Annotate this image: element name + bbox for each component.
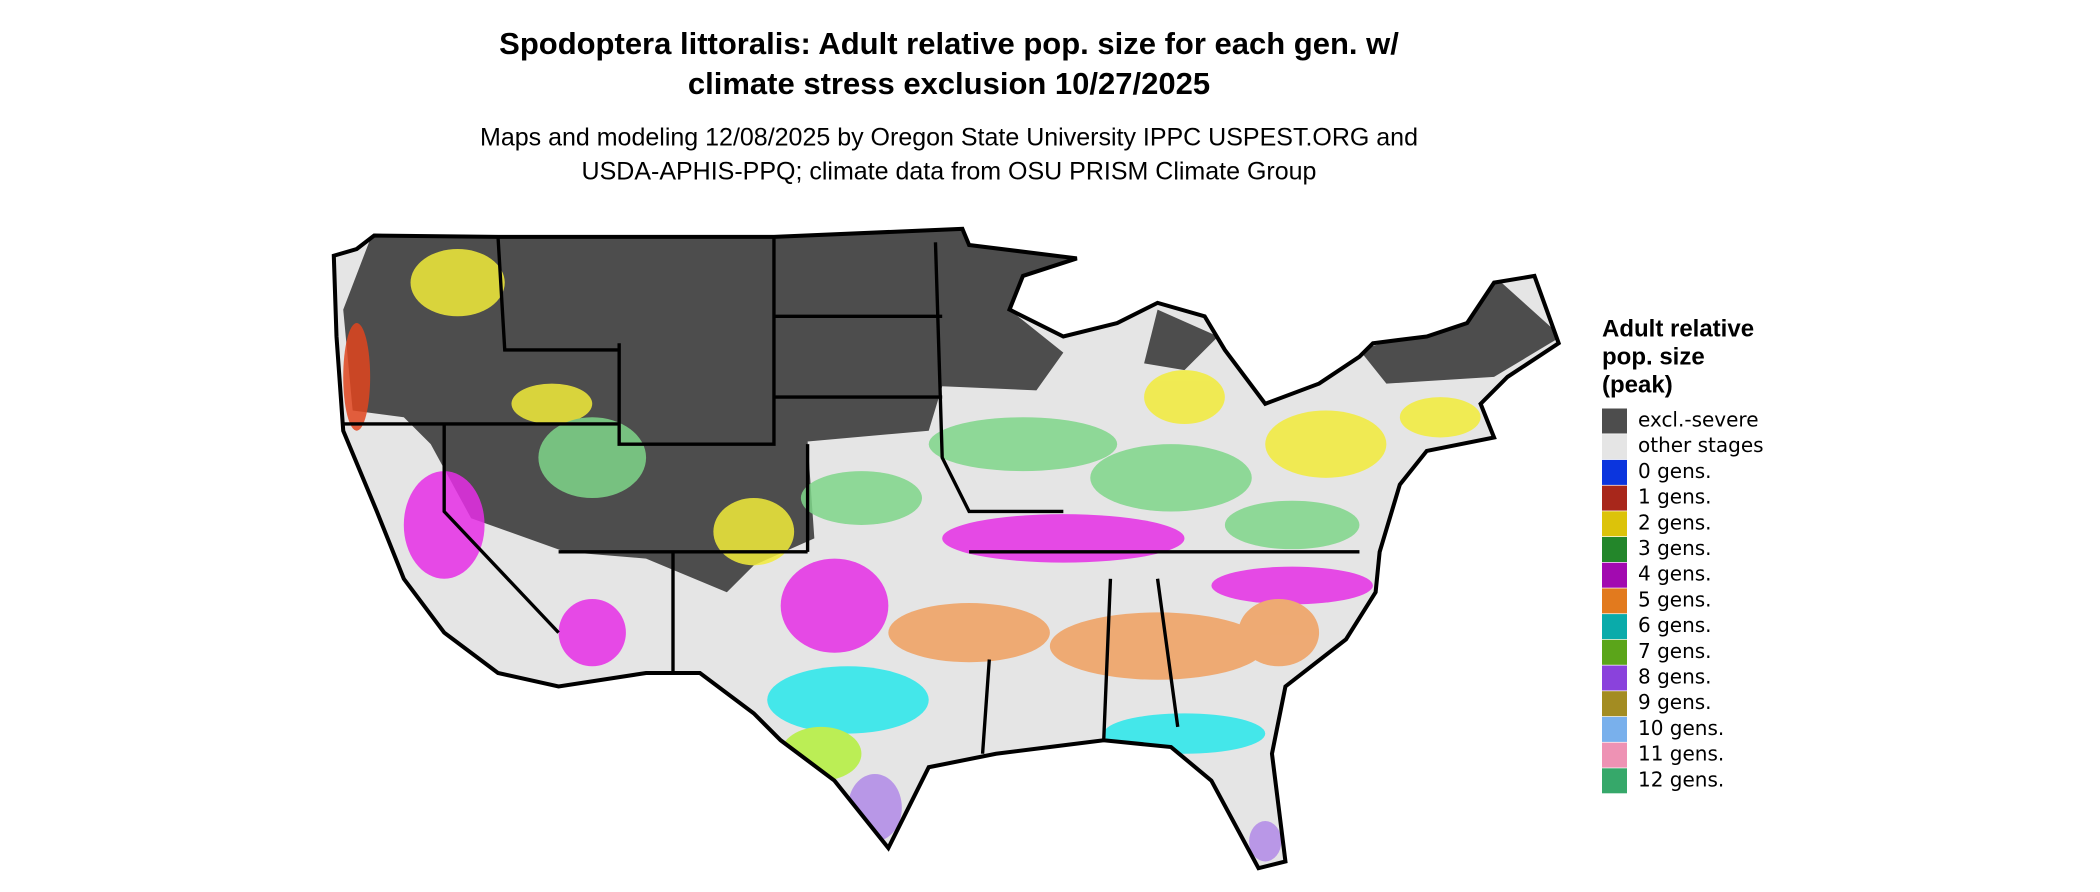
legend-swatch xyxy=(1602,459,1627,485)
legend-label: 5 gens. xyxy=(1638,587,1712,611)
state-borders xyxy=(343,236,1360,754)
legend-label: other stages xyxy=(1638,433,1764,457)
subtitle-line: Maps and modeling 12/08/2025 by Oregon S… xyxy=(480,124,1418,152)
legend-label: 4 gens. xyxy=(1638,562,1712,586)
excluded-region xyxy=(1359,275,1559,384)
legend-swatch xyxy=(1602,588,1627,614)
legend-title: (peak) xyxy=(1602,371,1673,398)
legend-label: 0 gens. xyxy=(1638,459,1712,483)
legend-label: 1 gens. xyxy=(1638,485,1712,509)
legend-swatch xyxy=(1602,485,1627,511)
map-fill xyxy=(333,228,1559,869)
legend-swatch xyxy=(1602,691,1627,717)
legend-label: 3 gens. xyxy=(1638,536,1712,560)
us-outline xyxy=(331,226,1562,871)
legend-label: 6 gens. xyxy=(1638,613,1712,637)
legend-swatch xyxy=(1602,511,1627,537)
legend-swatch xyxy=(1602,434,1627,460)
legend-label: 2 gens. xyxy=(1638,510,1712,534)
legend-label: excl.-severe xyxy=(1638,408,1759,432)
legend-label: 10 gens. xyxy=(1638,716,1724,740)
legend-swatch xyxy=(1602,768,1627,794)
legend-swatch xyxy=(1602,537,1627,562)
legend-label: 12 gens. xyxy=(1638,767,1724,791)
legend-swatch xyxy=(1602,614,1627,640)
legend-label: 7 gens. xyxy=(1638,639,1712,663)
subtitle-line: USDA-APHIS-PPQ; climate data from OSU PR… xyxy=(582,158,1317,186)
us-map xyxy=(331,226,1562,871)
title-line: climate stress exclusion 10/27/2025 xyxy=(688,66,1210,101)
legend-swatch xyxy=(1602,562,1627,588)
legend-swatch xyxy=(1602,639,1627,665)
legend-swatch xyxy=(1602,716,1627,742)
legend-swatch xyxy=(1602,665,1627,691)
legend-swatch xyxy=(1602,408,1627,434)
legend-label: 9 gens. xyxy=(1638,690,1712,714)
legend-swatch xyxy=(1602,742,1627,768)
title-line: Spodoptera littoralis: Adult relative po… xyxy=(499,26,1399,61)
legend-title: pop. size xyxy=(1602,343,1705,370)
legend-title: Adult relative xyxy=(1602,315,1754,342)
legend-label: 8 gens. xyxy=(1638,665,1712,689)
legend-label: 11 gens. xyxy=(1638,742,1724,766)
